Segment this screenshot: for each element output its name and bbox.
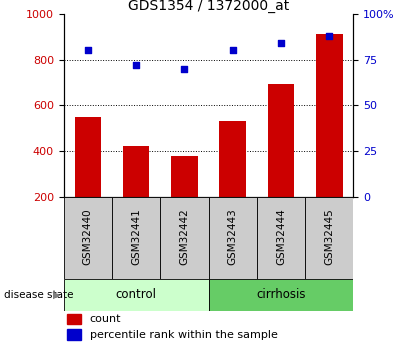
Text: GSM32441: GSM32441 (131, 208, 141, 265)
Text: count: count (90, 314, 121, 324)
Text: control: control (115, 288, 157, 302)
Text: GSM32445: GSM32445 (324, 208, 334, 265)
Bar (64, 197, 112, 279)
Title: GDS1354 / 1372000_at: GDS1354 / 1372000_at (128, 0, 289, 13)
Bar (257, 197, 305, 279)
Text: cirrhosis: cirrhosis (256, 288, 306, 302)
Text: percentile rank within the sample: percentile rank within the sample (90, 329, 278, 339)
Bar (67, 329, 81, 340)
Point (85, 48, 91, 53)
Bar (74, 117, 101, 197)
Point (229, 48, 236, 53)
Bar (209, 197, 257, 279)
Bar (316, 34, 343, 197)
Text: GSM32444: GSM32444 (276, 208, 286, 265)
Text: disease state: disease state (4, 290, 74, 300)
Text: ▶: ▶ (53, 290, 60, 300)
Text: GSM32442: GSM32442 (180, 208, 189, 265)
Bar (219, 121, 246, 197)
Text: GSM32443: GSM32443 (228, 208, 238, 265)
Bar (305, 197, 353, 279)
Bar (268, 83, 294, 197)
Point (133, 62, 139, 68)
Bar (171, 156, 198, 197)
Point (278, 40, 284, 46)
Point (326, 33, 332, 39)
Bar (209, 279, 353, 311)
Bar (64, 279, 208, 311)
Bar (112, 197, 160, 279)
Point (181, 66, 188, 71)
Text: GSM32440: GSM32440 (83, 208, 93, 265)
Bar (160, 197, 209, 279)
Bar (67, 314, 81, 324)
Bar (123, 146, 150, 197)
